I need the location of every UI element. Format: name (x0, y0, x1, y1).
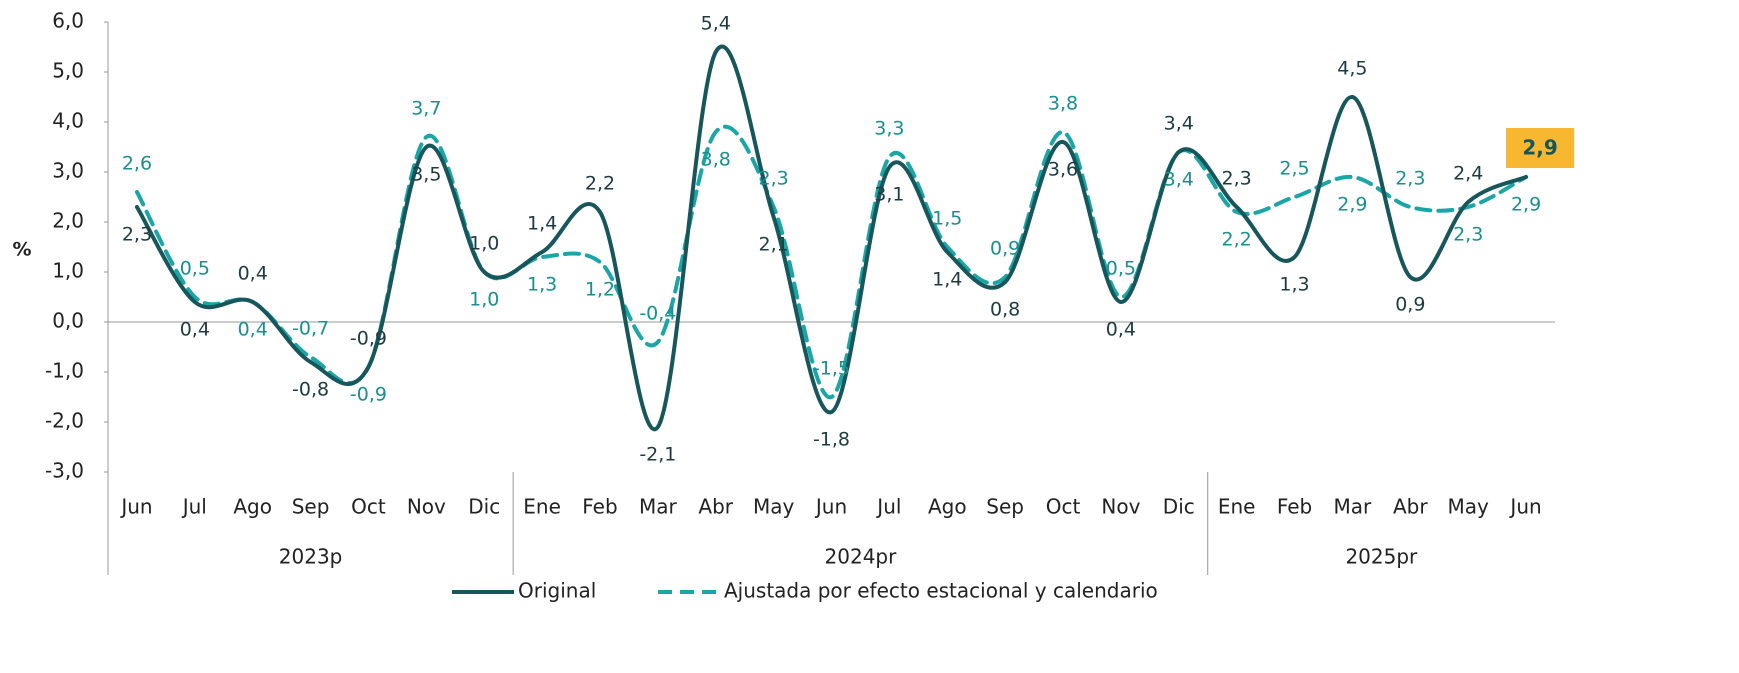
legend-label: Ajustada por efecto estacional y calenda… (724, 579, 1158, 603)
data-label: 2,3 (1395, 168, 1425, 190)
data-label: 3,1 (874, 184, 904, 206)
data-label: 4,5 (1337, 58, 1367, 80)
x-tick-label: Abr (698, 495, 733, 519)
data-label: 2,4 (1453, 163, 1483, 185)
y-tick-label: 4,0 (52, 109, 84, 133)
group-label: 2024pr (825, 545, 898, 569)
series-line (134, 124, 1529, 400)
data-label: -2,1 (639, 444, 676, 466)
x-tick-label: Jul (181, 495, 207, 519)
y-tick-label: -2,0 (45, 409, 84, 433)
x-tick-label: Jun (814, 495, 847, 519)
x-tick-label: Ago (928, 495, 967, 519)
x-tick-label: Sep (292, 495, 330, 519)
data-label: -0,9 (350, 384, 387, 406)
data-label: 0,9 (1395, 294, 1425, 316)
x-tick-label: Feb (1277, 495, 1312, 519)
data-label: 3,5 (411, 164, 441, 186)
y-tick-label: 6,0 (52, 9, 84, 33)
y-tick-label: -3,0 (45, 459, 84, 483)
data-label: 1,0 (469, 289, 499, 311)
y-tick-label: 2,0 (52, 209, 84, 233)
x-tick-label: Nov (407, 495, 446, 519)
data-label: 2,2 (1222, 229, 1252, 251)
data-label: 1,5 (932, 208, 962, 230)
data-label: 3,4 (1164, 169, 1194, 191)
data-label: 2,9 (1511, 194, 1541, 216)
legend-label: Original (518, 579, 596, 603)
data-label: 5,4 (701, 13, 731, 35)
x-tick-label: Dic (1163, 495, 1195, 519)
data-label: -1,8 (813, 429, 850, 451)
x-tick-label: Feb (582, 495, 617, 519)
group-label: 2023p (279, 545, 343, 569)
x-tick-label: Oct (1046, 495, 1081, 519)
data-label: 2,1 (759, 234, 789, 256)
x-tick-label: Ago (233, 495, 272, 519)
x-tick-label: May (1448, 495, 1490, 519)
x-tick-label: Jun (1508, 495, 1541, 519)
highlight-box (1506, 128, 1575, 168)
data-label: 3,3 (874, 118, 904, 140)
x-tick-label: May (753, 495, 795, 519)
data-label: 2,3 (1453, 224, 1483, 246)
data-label: 0,4 (238, 319, 268, 341)
data-label: 2,9 (1522, 136, 1557, 160)
group-label: 2025pr (1345, 545, 1418, 569)
x-tick-label: Sep (986, 495, 1024, 519)
data-label: 0,5 (1106, 258, 1136, 280)
data-label: 1,3 (1279, 274, 1309, 296)
data-label: 1,0 (469, 233, 499, 255)
x-tick-label: Mar (639, 495, 678, 519)
y-tick-label: -1,0 (45, 359, 84, 383)
data-label: 2,3 (122, 224, 152, 246)
x-tick-label: Dic (468, 495, 500, 519)
data-label: 2,6 (122, 153, 152, 175)
data-label: 3,8 (701, 149, 731, 171)
data-label: 2,9 (1337, 194, 1367, 216)
data-label: 3,4 (1164, 113, 1194, 135)
x-tick-label: Ene (523, 495, 561, 519)
data-label: -0,9 (350, 328, 387, 350)
data-label: 2,3 (759, 168, 789, 190)
x-tick-label: Ene (1218, 495, 1256, 519)
x-tick-label: Mar (1334, 495, 1373, 519)
series-line (134, 44, 1529, 432)
data-label: 0,8 (990, 299, 1020, 321)
x-tick-label: Oct (351, 495, 386, 519)
data-label: 0,9 (990, 238, 1020, 260)
data-label: 0,4 (1106, 319, 1136, 341)
x-tick-label: Jun (119, 495, 152, 519)
data-label: -0,4 (639, 303, 676, 325)
data-label: 3,6 (1048, 159, 1078, 181)
data-label: 0,4 (180, 319, 210, 341)
data-label: 0,5 (180, 258, 210, 280)
data-label: 2,2 (585, 173, 615, 195)
data-label: -0,8 (292, 379, 329, 401)
data-label: 3,8 (1048, 93, 1078, 115)
y-tick-label: 5,0 (52, 59, 84, 83)
x-tick-label: Jul (875, 495, 901, 519)
data-label: 1,2 (585, 279, 615, 301)
y-tick-label: 1,0 (52, 259, 84, 283)
data-label: 0,4 (238, 263, 268, 285)
y-tick-label: 0,0 (52, 309, 84, 333)
y-axis-label: % (12, 239, 31, 261)
data-label: 3,7 (411, 98, 441, 120)
data-label: 1,4 (932, 269, 962, 291)
data-label: 2,3 (1222, 168, 1252, 190)
data-label: -0,7 (292, 318, 329, 340)
data-label: 1,3 (527, 274, 557, 296)
x-tick-label: Nov (1101, 495, 1140, 519)
y-tick-label: 3,0 (52, 159, 84, 183)
data-label: 2,5 (1279, 158, 1309, 180)
x-tick-label: Abr (1393, 495, 1428, 519)
data-label: -1,5 (813, 358, 850, 380)
data-label: 1,4 (527, 213, 557, 235)
